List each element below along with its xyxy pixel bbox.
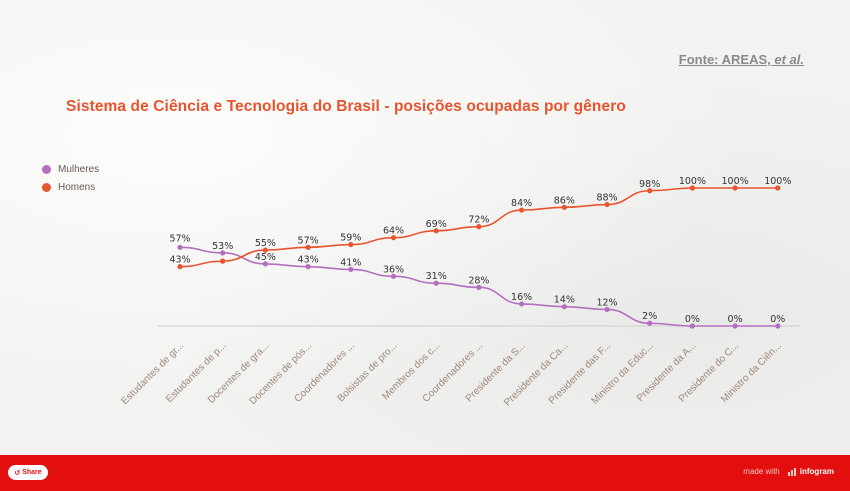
source-prefix: Fonte: AREAS,: [678, 52, 775, 67]
share-icon: ↺: [14, 469, 21, 477]
made-with-infogram[interactable]: made with infogram: [743, 467, 834, 476]
data-point-mulheres-5: [390, 273, 397, 279]
legend-item-homens[interactable]: Homens: [42, 178, 99, 196]
data-point-mulheres-12: [689, 323, 696, 329]
data-point-homens-7: [476, 224, 482, 230]
legend-item-mulheres[interactable]: Mulheres: [42, 160, 99, 178]
data-label-homens-8: 84%: [511, 198, 532, 209]
data-label-homens-3: 57%: [298, 235, 319, 246]
data-label-mulheres-8: 16%: [511, 292, 532, 303]
data-point-mulheres-9: [561, 304, 567, 310]
data-label-homens-14: 100%: [764, 176, 791, 187]
data-label-homens-0: 43%: [169, 255, 190, 266]
data-point-mulheres-13: [732, 323, 738, 329]
data-label-mulheres-9: 14%: [554, 295, 575, 306]
data-label-mulheres-2: 45%: [255, 252, 276, 263]
data-label-homens-2: 55%: [255, 238, 276, 249]
data-point-mulheres-7: [476, 284, 482, 290]
data-point-homens-9: [561, 204, 567, 210]
data-point-homens-13: [732, 185, 738, 191]
data-point-homens-8: [519, 207, 525, 213]
data-label-mulheres-3: 43%: [298, 255, 319, 266]
chart-title: Sistema de Ciência e Tecnologia do Brasi…: [66, 98, 626, 115]
data-label-mulheres-5: 36%: [383, 264, 404, 275]
data-point-mulheres-6: [433, 280, 439, 286]
data-point-mulheres-11: [647, 320, 653, 326]
data-label-homens-10: 88%: [596, 193, 617, 204]
data-point-mulheres-4: [348, 266, 354, 273]
data-point-mulheres-8: [519, 301, 525, 307]
data-label-mulheres-6: 31%: [426, 271, 447, 282]
legend-dot-mulheres: [42, 164, 51, 174]
data-point-homens-2: [262, 247, 268, 253]
data-point-homens-1: [220, 258, 226, 264]
data-point-homens-0: [177, 264, 183, 270]
data-point-homens-4: [348, 241, 354, 248]
legend-dot-homens: [42, 182, 51, 192]
data-point-homens-6: [433, 228, 439, 234]
made-with-label: made with: [743, 467, 780, 476]
data-point-mulheres-0: [177, 244, 183, 250]
data-label-mulheres-0: 57%: [169, 233, 190, 244]
data-point-mulheres-3: [305, 264, 311, 270]
data-label-mulheres-1: 53%: [212, 241, 233, 252]
data-point-mulheres-14: [775, 323, 781, 329]
data-label-homens-11: 98%: [639, 179, 660, 190]
legend-label-mulheres: Mulheres: [58, 163, 100, 175]
source-etal: et al.: [774, 52, 804, 67]
share-label: Share: [22, 469, 42, 476]
legend-label-homens: Homens: [58, 181, 96, 193]
source-link[interactable]: Fonte: AREAS, et al.: [679, 52, 804, 67]
chart-background: [0, 0, 850, 455]
chart-legend: Mulheres Homens: [42, 160, 99, 196]
data-label-mulheres-4: 41%: [340, 257, 361, 268]
data-point-homens-3: [305, 244, 311, 250]
data-point-mulheres-10: [604, 306, 610, 313]
data-label-homens-12: 100%: [679, 176, 706, 187]
data-label-homens-4: 59%: [340, 233, 361, 244]
data-label-mulheres-14: 0%: [770, 314, 785, 325]
data-label-mulheres-7: 28%: [468, 275, 489, 286]
data-point-homens-12: [689, 185, 696, 191]
data-label-mulheres-12: 0%: [685, 314, 700, 325]
share-button[interactable]: ↺ Share: [8, 465, 48, 480]
data-label-mulheres-13: 0%: [728, 314, 743, 325]
data-point-mulheres-2: [262, 261, 268, 267]
data-point-mulheres-1: [220, 250, 226, 256]
data-label-homens-7: 72%: [468, 215, 489, 226]
line-chart: 57% 43% 53% 45% 55% 43% 57% 41% 59% 36% 64% 31% 69% 2…: [119, 176, 800, 409]
infogram-brand: infogram: [799, 467, 834, 476]
data-label-homens-13: 100%: [722, 176, 749, 187]
data-label-homens-6: 69%: [426, 219, 447, 230]
infogram-logo-icon: [787, 467, 796, 476]
data-label-homens-5: 64%: [383, 226, 404, 237]
data-point-homens-10: [604, 201, 610, 208]
footer-bar: ↺ Share made with infogram: [0, 455, 850, 491]
data-point-homens-5: [390, 235, 397, 241]
data-point-homens-11: [647, 188, 653, 194]
data-label-homens-9: 86%: [554, 195, 575, 206]
data-label-mulheres-10: 12%: [596, 297, 617, 308]
data-label-mulheres-11: 2%: [642, 311, 657, 322]
data-point-homens-14: [775, 185, 781, 191]
